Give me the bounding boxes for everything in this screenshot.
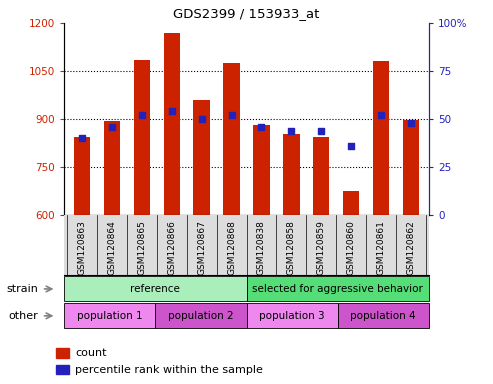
Point bbox=[287, 127, 295, 134]
Bar bbox=[64, 276, 246, 301]
Text: GSM120861: GSM120861 bbox=[377, 220, 386, 275]
Text: population 3: population 3 bbox=[259, 311, 325, 321]
Bar bbox=[403, 120, 419, 215]
Point bbox=[108, 124, 116, 130]
Bar bbox=[343, 191, 359, 215]
Point bbox=[317, 127, 325, 134]
Bar bbox=[155, 303, 246, 328]
Bar bbox=[164, 33, 180, 215]
Text: population 2: population 2 bbox=[168, 311, 234, 321]
Bar bbox=[134, 60, 150, 215]
Text: GSM120838: GSM120838 bbox=[257, 220, 266, 275]
Bar bbox=[74, 137, 90, 215]
Bar bbox=[64, 303, 155, 328]
Text: reference: reference bbox=[130, 284, 180, 294]
Text: count: count bbox=[75, 348, 107, 358]
Text: other: other bbox=[9, 311, 38, 321]
Bar bbox=[56, 365, 69, 374]
Point bbox=[257, 124, 265, 130]
Bar bbox=[223, 63, 240, 215]
Bar bbox=[338, 303, 429, 328]
Bar bbox=[283, 134, 300, 215]
Text: GSM120864: GSM120864 bbox=[107, 220, 116, 275]
Text: population 1: population 1 bbox=[77, 311, 142, 321]
Bar bbox=[104, 121, 120, 215]
Text: GSM120863: GSM120863 bbox=[77, 220, 87, 275]
Bar bbox=[313, 137, 329, 215]
Text: GSM120859: GSM120859 bbox=[317, 220, 326, 275]
Title: GDS2399 / 153933_at: GDS2399 / 153933_at bbox=[174, 7, 319, 20]
Bar bbox=[246, 303, 338, 328]
Bar bbox=[193, 100, 210, 215]
Text: population 4: population 4 bbox=[351, 311, 416, 321]
Point bbox=[198, 116, 206, 122]
Text: GSM120858: GSM120858 bbox=[287, 220, 296, 275]
Text: percentile rank within the sample: percentile rank within the sample bbox=[75, 364, 263, 375]
Text: GSM120867: GSM120867 bbox=[197, 220, 206, 275]
Point bbox=[407, 120, 415, 126]
Text: GSM120860: GSM120860 bbox=[347, 220, 355, 275]
Text: strain: strain bbox=[6, 284, 38, 294]
Text: selected for aggressive behavior: selected for aggressive behavior bbox=[252, 284, 423, 294]
Bar bbox=[246, 276, 429, 301]
Point bbox=[347, 143, 355, 149]
Text: GSM120868: GSM120868 bbox=[227, 220, 236, 275]
Point bbox=[78, 135, 86, 141]
Text: GSM120862: GSM120862 bbox=[406, 220, 416, 275]
Point bbox=[168, 108, 176, 114]
Point bbox=[377, 112, 385, 118]
Bar bbox=[253, 126, 270, 215]
Text: GSM120866: GSM120866 bbox=[167, 220, 176, 275]
Bar bbox=[373, 61, 389, 215]
Point bbox=[228, 112, 236, 118]
Text: GSM120865: GSM120865 bbox=[138, 220, 146, 275]
Bar bbox=[56, 349, 69, 358]
Point bbox=[138, 112, 146, 118]
